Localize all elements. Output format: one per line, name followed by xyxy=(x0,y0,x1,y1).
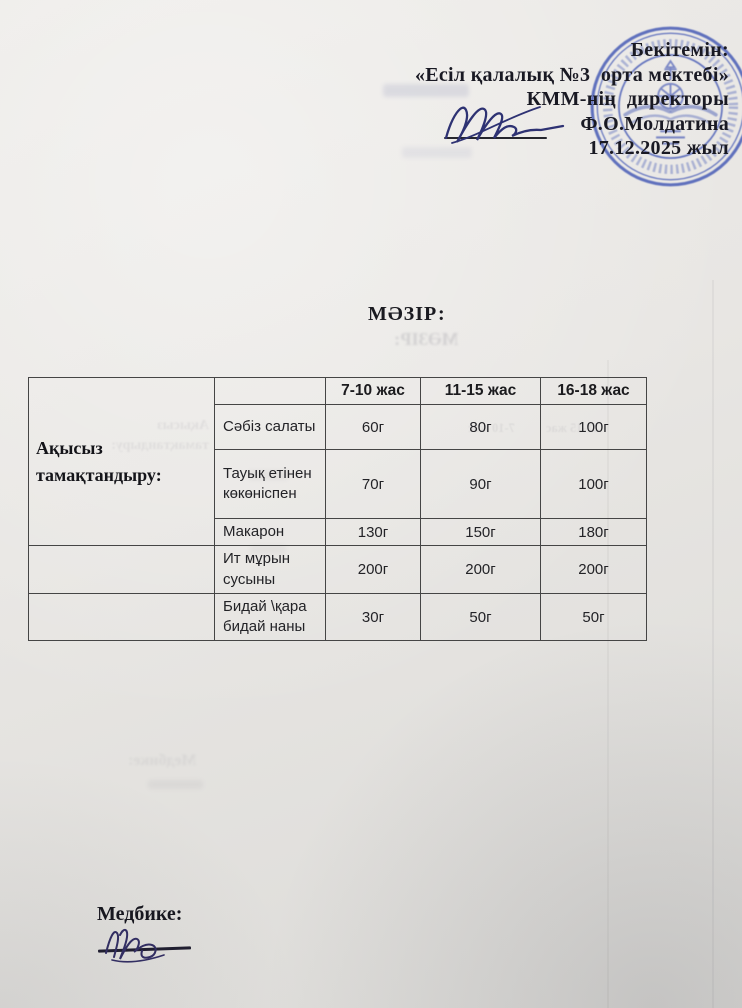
portion-cell: 100г xyxy=(540,404,647,450)
portion-cell: 130г xyxy=(325,517,421,547)
portion-cell: 30г xyxy=(325,592,421,642)
portion-cell: 150г xyxy=(420,517,541,547)
director-name: Ф.О.Молдатина xyxy=(580,112,729,135)
portion-cell: 50г xyxy=(420,592,541,642)
dish-cell: Бидай \қара бидай наны xyxy=(214,592,326,642)
approval-block: Бекітемін: «Есіл қалалық №3 орта мектебі… xyxy=(415,38,729,161)
approval-date: 17.12.2025 жыл xyxy=(588,137,729,159)
portion-cell: 200г xyxy=(540,545,647,594)
portion-cell: 70г xyxy=(325,449,421,519)
dish-cell: Ит мұрын сусыны xyxy=(214,545,326,594)
menu-table: Ақысыз тамақтандыру: 7-10 жас 11-15 жас … xyxy=(28,376,647,642)
school-name: «Есіл қалалық №3 орта мектебі» xyxy=(414,63,729,86)
official-stamp-seal xyxy=(590,26,742,187)
page-title: МӘЗІР: xyxy=(368,303,446,325)
nurse-signature xyxy=(105,929,165,963)
table-row: Бидай \қара бидай наны 30г 50г 50г xyxy=(28,592,647,642)
age-column-header: 16-18 жас xyxy=(540,377,647,405)
paper-crease xyxy=(712,280,714,1008)
bleedthrough-title-text: МӘЗІР: xyxy=(394,329,459,349)
nurse-label: Медбике: xyxy=(97,903,183,925)
approve-label: Бекітемін: xyxy=(630,39,729,61)
portion-cell: 90г xyxy=(420,449,541,519)
portion-cell: 200г xyxy=(420,545,541,594)
category-cell: Ақысыз тамақтандыру: xyxy=(28,376,215,547)
portion-cell: 100г xyxy=(540,449,647,519)
empty-category-cell xyxy=(28,545,215,594)
bleedthrough-smudge xyxy=(383,84,469,97)
dish-cell: Сәбіз салаты xyxy=(214,404,326,450)
portion-cell: 50г xyxy=(540,592,647,642)
paper-crease xyxy=(607,360,609,1008)
director-title-line: КММ-нің директоры xyxy=(526,88,729,110)
empty-header-cell xyxy=(214,377,326,405)
director-signature-line xyxy=(444,137,547,139)
table-row: Сәбіз салаты 60г 80г 100г xyxy=(29,404,647,450)
portion-cell: 60г xyxy=(325,404,421,450)
age-column-header: 7-10 жас xyxy=(325,377,421,405)
table-row: Ит мұрын сусыны 200г 200г 200г xyxy=(28,545,647,594)
dish-cell: Тауық етінен көкөніспен xyxy=(214,449,326,519)
table-row: Макарон 130г 150г 180г xyxy=(29,517,647,547)
empty-category-cell xyxy=(28,592,215,642)
bleedthrough-smudge xyxy=(402,147,472,158)
portion-cell: 200г xyxy=(325,545,421,594)
portion-cell: 80г xyxy=(420,404,541,450)
director-signature xyxy=(444,106,565,144)
bleedthrough-smudge xyxy=(148,780,203,789)
portion-cell: 180г xyxy=(540,517,647,547)
age-column-header: 11-15 жас xyxy=(420,377,541,405)
table-row: Тауық етінен көкөніспен 70г 90г 100г xyxy=(29,449,647,519)
bleedthrough-nurse-text: Медбике: xyxy=(128,752,197,769)
dish-cell: Макарон xyxy=(214,517,326,547)
table-header-row: Ақысыз тамақтандыру: 7-10 жас 11-15 жас … xyxy=(28,376,647,547)
